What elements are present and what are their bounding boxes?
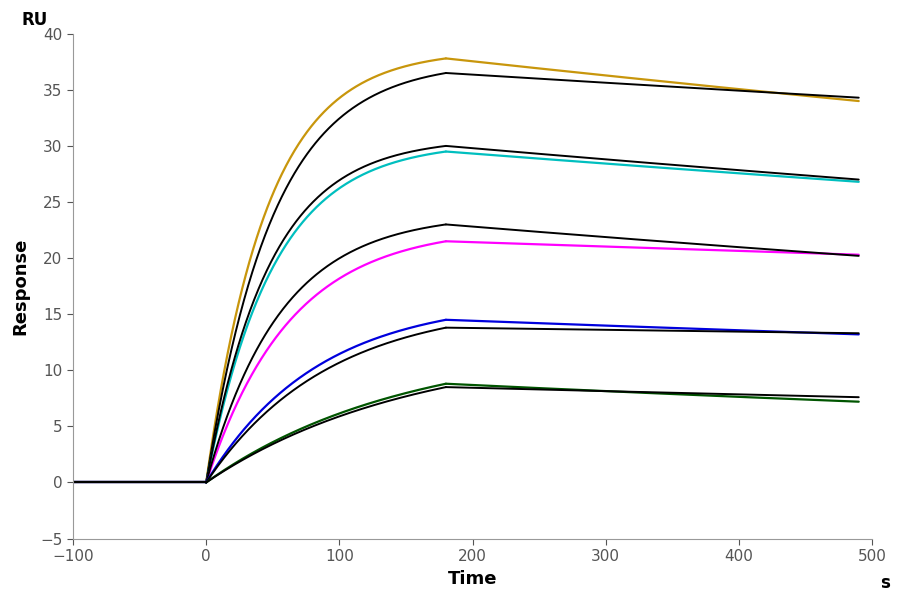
X-axis label: Time: Time (448, 569, 498, 587)
Y-axis label: Response: Response (11, 238, 29, 335)
Text: s: s (880, 574, 890, 592)
Text: RU: RU (21, 11, 48, 29)
